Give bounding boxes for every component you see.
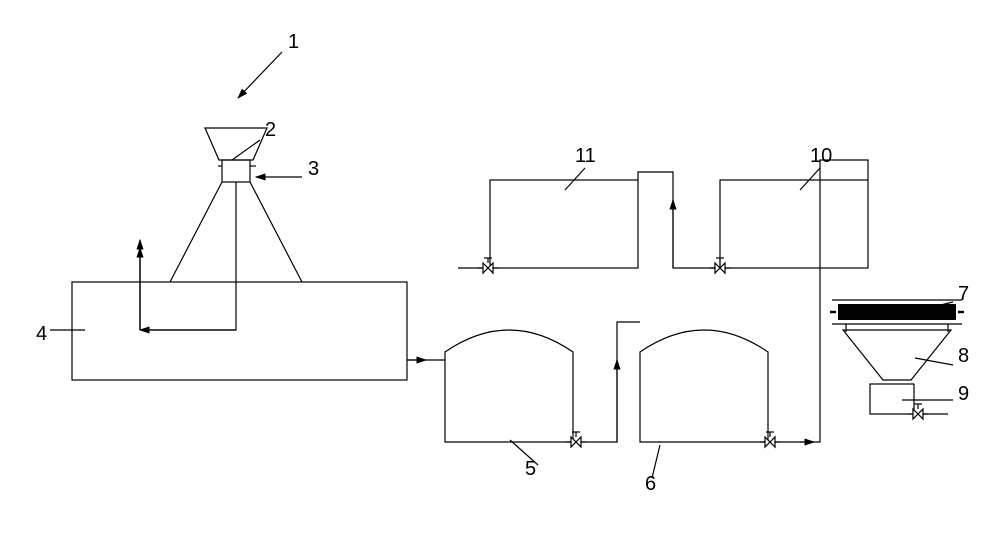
node-label-3: 3: [308, 158, 319, 180]
node-label-2: 2: [265, 119, 276, 141]
node-label-8: 8: [958, 345, 969, 367]
node-label-6: 6: [645, 473, 656, 495]
node-label-4: 4: [36, 323, 47, 345]
node-label-10: 10: [810, 145, 832, 167]
node-label-7: 7: [958, 283, 969, 305]
node-label-5: 5: [525, 458, 536, 480]
node-label-1: 1: [288, 31, 299, 53]
node-label-9: 9: [958, 383, 969, 405]
node-label-11: 11: [575, 145, 596, 167]
